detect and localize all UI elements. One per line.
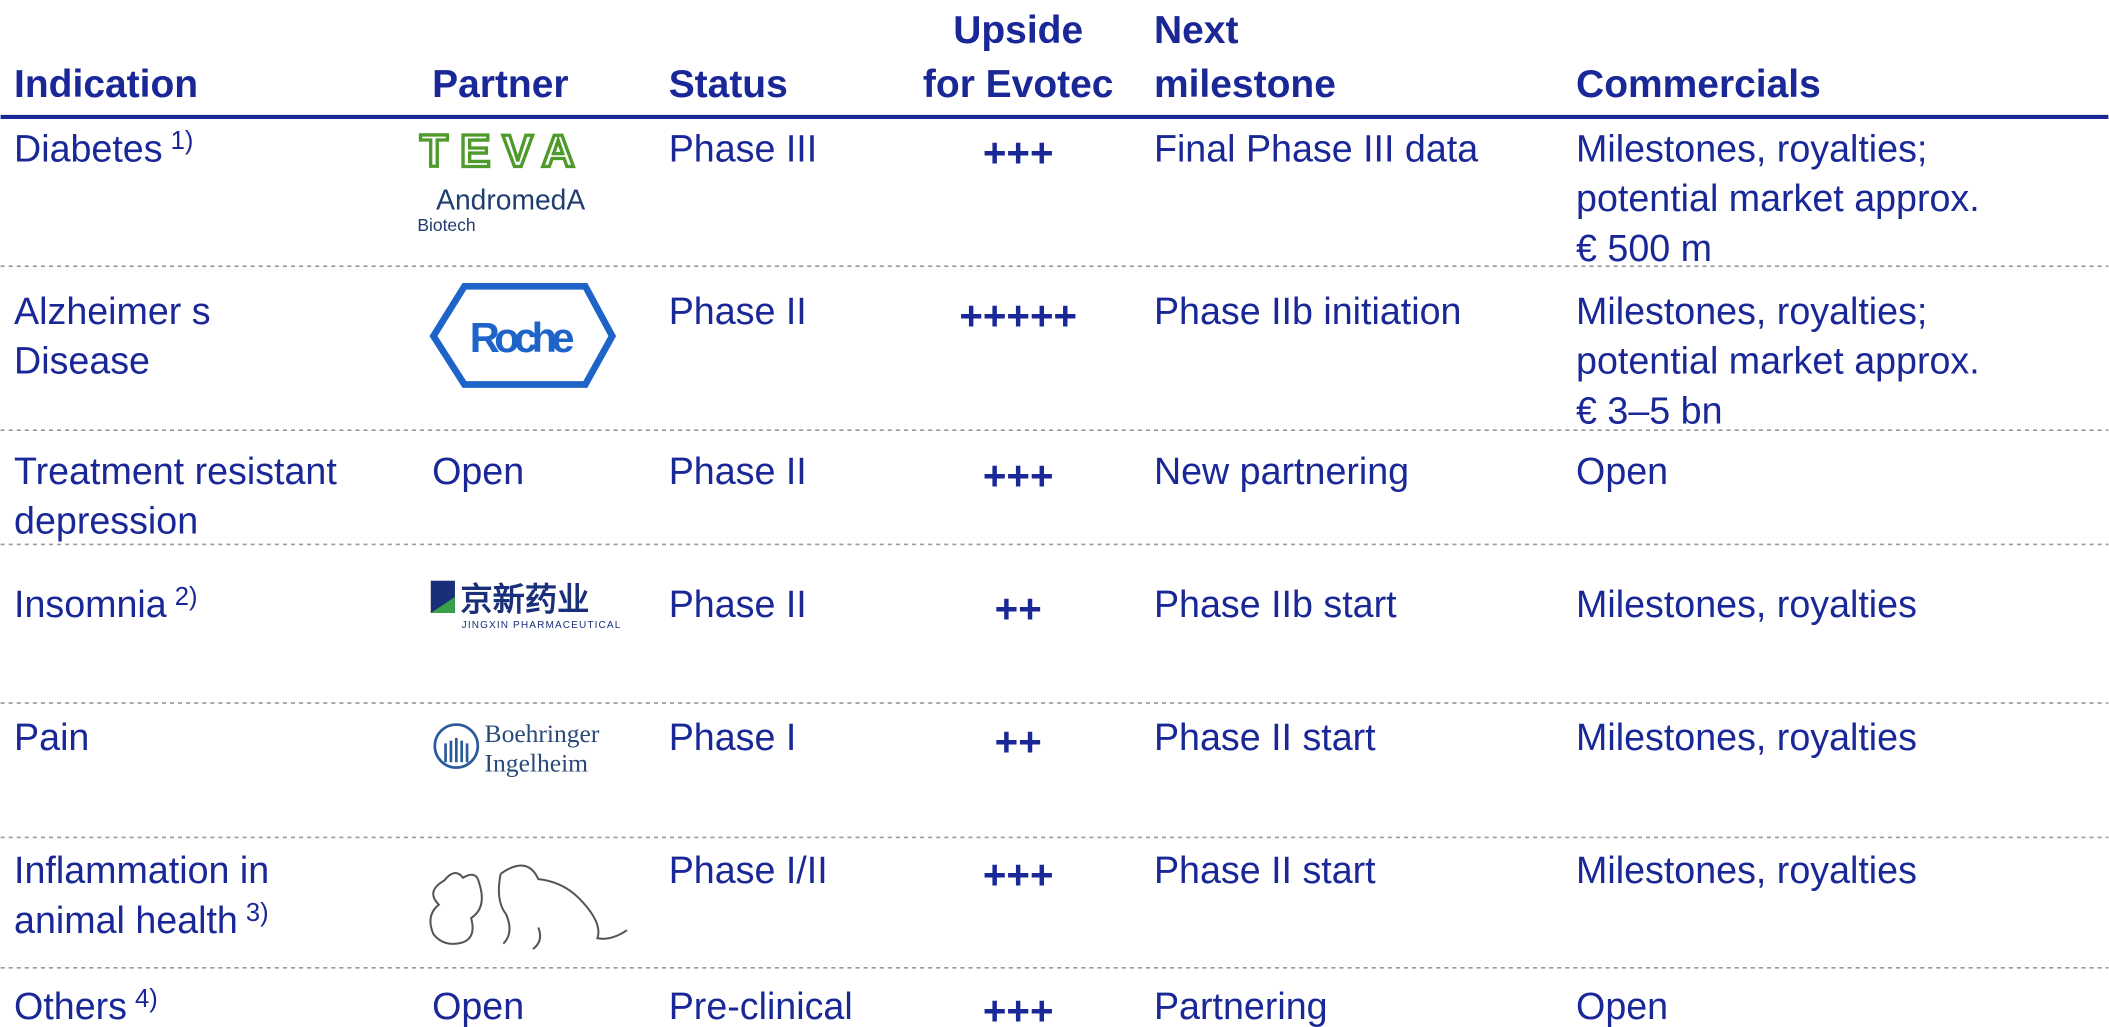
column-header: Status (669, 63, 788, 106)
indication: Inflammation in (14, 849, 269, 891)
indication-text: Inflammation in (14, 849, 269, 891)
commercials: Milestones, royalties (1576, 583, 1917, 625)
indication: depression (14, 500, 198, 542)
logo-text: Roche (470, 314, 575, 361)
commercials: € 500 m (1576, 227, 1712, 269)
next-milestone: Phase IIb initiation (1154, 290, 1461, 332)
indication: Disease (14, 340, 150, 382)
next-milestone: Final Phase III data (1154, 127, 1478, 169)
indication-text: Disease (14, 340, 150, 382)
illustration-line (497, 864, 628, 950)
footnote-mark: 4) (135, 985, 158, 1013)
column-header: Commercials (1576, 63, 1821, 106)
indication-text: Diabetes (14, 127, 163, 169)
column-header: milestone (1154, 63, 1336, 106)
logo-text: Boehringer (485, 719, 600, 748)
commercials: Open (1576, 985, 1668, 1027)
commercials: € 3–5 bn (1576, 389, 1722, 431)
footnote-mark: 2) (175, 583, 198, 611)
footnote-mark: 3) (246, 899, 269, 927)
indication-text: Alzheimer s (14, 290, 211, 332)
logo-text: TEVA (420, 126, 579, 177)
column-header: for Evotec (923, 63, 1114, 106)
partner: Open (432, 985, 524, 1027)
upside: +++ (983, 130, 1054, 176)
indication-text: Others (14, 985, 127, 1027)
next-milestone: New partnering (1154, 450, 1409, 492)
footnote-mark: 1) (171, 127, 194, 155)
indication: Insomnia 2) (14, 583, 197, 625)
indication: Diabetes 1) (14, 127, 193, 169)
indication-text: Treatment resistant (14, 450, 337, 492)
indication-text: depression (14, 500, 198, 542)
indication: animal health 3) (14, 899, 269, 941)
commercials: Milestones, royalties; (1576, 290, 1927, 332)
next-milestone: Partnering (1154, 985, 1328, 1027)
logo-shape (430, 596, 455, 613)
upside: ++ (995, 718, 1042, 764)
animal-illustration (429, 864, 628, 950)
logo-text: AndromedA (436, 184, 585, 216)
column-header: Upside (953, 9, 1083, 52)
status: Phase II (669, 450, 807, 492)
indication: Treatment resistant (14, 450, 337, 492)
illustration-line (429, 872, 483, 945)
commercials: potential market approx. (1576, 340, 1980, 382)
status: Pre-clinical (669, 985, 853, 1027)
status: Phase I/II (669, 849, 828, 891)
upside: +++ (983, 852, 1054, 898)
next-milestone: Phase II start (1154, 849, 1376, 891)
commercials: Milestones, royalties (1576, 849, 1917, 891)
indication-text: Pain (14, 716, 89, 758)
logo-text: JINGXIN PHARMACEUTICAL (462, 620, 621, 631)
commercials: Milestones, royalties (1576, 716, 1917, 758)
upside: +++++ (959, 292, 1077, 338)
logo-text: 京新药业 (460, 581, 589, 617)
logo-text: Ingelheim (485, 749, 589, 778)
indication-text: animal health (14, 899, 238, 941)
indication: Pain (14, 716, 89, 758)
column-header: Indication (14, 63, 198, 106)
column-header: Partner (432, 63, 568, 106)
commercials: Open (1576, 450, 1668, 492)
indication-text: Insomnia (14, 583, 167, 625)
logo-shape (429, 282, 617, 388)
status: Phase I (669, 716, 797, 758)
logo-text: Biotech (417, 215, 475, 235)
column-header: Next (1154, 9, 1238, 52)
upside: +++ (983, 987, 1054, 1027)
partner: Open (432, 450, 524, 492)
next-milestone: Phase II start (1154, 716, 1376, 758)
next-milestone: Phase IIb start (1154, 583, 1397, 625)
upside: +++ (983, 452, 1054, 498)
logo-shape (433, 723, 480, 769)
status: Phase II (669, 290, 807, 332)
commercials: Milestones, royalties; (1576, 127, 1927, 169)
status: Phase III (669, 127, 818, 169)
indication: Others 4) (14, 985, 158, 1027)
commercials: potential market approx. (1576, 177, 1980, 219)
status: Phase II (669, 583, 807, 625)
upside: ++ (995, 585, 1042, 631)
indication: Alzheimer s (14, 290, 211, 332)
